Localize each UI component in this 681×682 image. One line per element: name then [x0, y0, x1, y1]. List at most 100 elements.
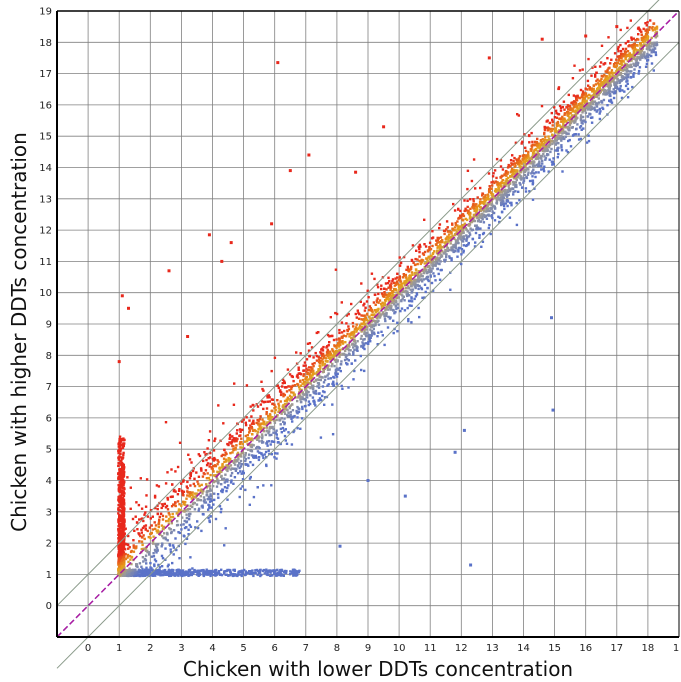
data-point: [119, 519, 122, 522]
data-point: [352, 330, 356, 333]
data-point: [391, 291, 394, 294]
data-point: [328, 341, 331, 344]
data-point: [170, 522, 173, 525]
data-point: [583, 101, 587, 105]
data-point: [383, 343, 386, 347]
data-point: [404, 273, 407, 277]
data-point: [237, 465, 240, 468]
data-point: [586, 88, 589, 91]
data-point: [376, 314, 380, 318]
data-point: [342, 334, 345, 337]
data-point: [582, 96, 585, 99]
data-point: [262, 422, 265, 425]
data-point: [332, 380, 335, 383]
data-point: [385, 308, 388, 311]
data-point: [344, 356, 348, 359]
data-point: [285, 390, 289, 393]
data-point: [327, 356, 330, 360]
data-point: [197, 482, 200, 486]
data-point: [118, 566, 121, 570]
data-point: [493, 169, 497, 172]
data-point: [207, 476, 211, 480]
data-point: [192, 482, 195, 486]
data-point: [142, 547, 145, 550]
data-point: [611, 90, 614, 94]
data-point: [120, 542, 123, 545]
data-point: [177, 509, 180, 513]
data-point: [449, 230, 453, 234]
data-point: [206, 498, 209, 501]
data-point: [567, 104, 570, 108]
data-point: [431, 264, 434, 267]
data-point: [206, 462, 210, 465]
data-point: [286, 409, 289, 412]
data-point: [118, 489, 121, 492]
data-point: [255, 437, 258, 440]
data-point: [479, 215, 482, 218]
data-point: [267, 394, 271, 397]
data-point: [527, 159, 531, 162]
data-point: [512, 169, 515, 172]
data-point: [480, 207, 483, 210]
data-point: [620, 56, 623, 59]
data-point: [582, 90, 585, 93]
data-point: [537, 155, 540, 158]
data-point: [387, 294, 390, 297]
data-point: [336, 359, 339, 362]
data-point: [597, 86, 600, 90]
data-point: [554, 143, 557, 146]
data-point: [268, 396, 271, 399]
data-point: [135, 563, 138, 566]
data-point: [515, 178, 518, 182]
data-point: [544, 158, 547, 161]
data-point: [292, 379, 295, 383]
data-point: [193, 492, 197, 495]
data-point: [544, 157, 548, 160]
data-point: [562, 120, 565, 123]
data-point: [139, 534, 142, 538]
data-point: [318, 392, 321, 395]
data-point: [326, 384, 329, 387]
data-point: [282, 420, 285, 423]
data-point: [322, 367, 325, 371]
data-point: [632, 49, 635, 53]
data-point: [558, 104, 562, 108]
data-point: [214, 517, 218, 521]
data-point: [185, 526, 188, 529]
data-point: [269, 415, 272, 419]
data-point: [560, 144, 563, 147]
data-point: [210, 499, 213, 503]
data-point: [235, 432, 238, 435]
data-point: [576, 94, 579, 97]
data-point: [401, 297, 404, 300]
data-point: [492, 211, 496, 215]
data-point: [543, 128, 547, 132]
data-point: [463, 222, 466, 225]
data-point: [127, 560, 130, 564]
data-point: [156, 512, 159, 516]
data-point: [180, 482, 183, 485]
data-point: [240, 420, 244, 423]
data-point: [239, 470, 242, 473]
data-point: [529, 148, 532, 151]
data-point: [209, 451, 212, 455]
data-point: [122, 444, 125, 448]
data-point: [259, 428, 263, 431]
data-point: [122, 481, 126, 485]
data-point: [268, 420, 271, 423]
data-point: [449, 242, 452, 245]
data-point: [236, 437, 239, 441]
data-point: [209, 456, 212, 459]
data-point: [279, 418, 282, 422]
data-point: [600, 99, 603, 103]
data-point: [284, 428, 287, 431]
data-point: [510, 204, 513, 207]
data-point: [304, 376, 308, 379]
data-point: [534, 175, 537, 179]
data-point: [132, 546, 135, 549]
data-point: [290, 396, 293, 399]
data-point: [566, 112, 569, 115]
data-point: [179, 523, 183, 527]
data-point: [429, 248, 433, 251]
data-point: [371, 319, 375, 322]
